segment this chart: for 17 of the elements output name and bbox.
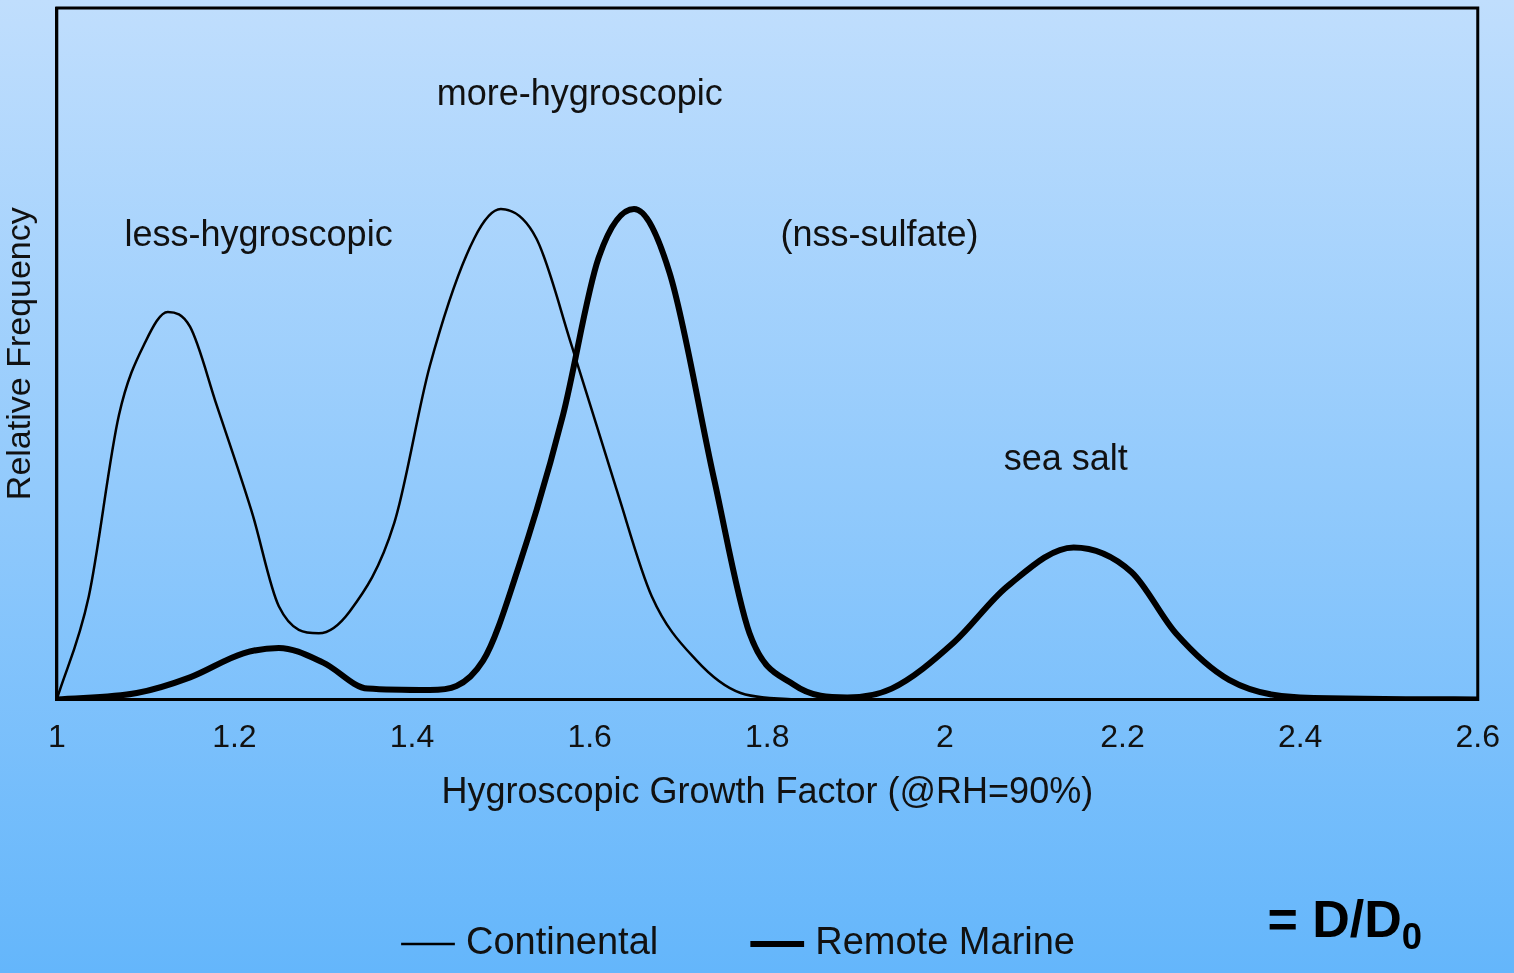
annotation: sea salt xyxy=(1003,437,1128,479)
x-tick-label: 2 xyxy=(936,718,954,755)
annotation: (nss-sulfate) xyxy=(780,213,979,255)
legend-label: Remote Marine xyxy=(815,920,1076,963)
y-axis-title: Relative Frequency xyxy=(0,207,37,501)
legend-label: Continental xyxy=(465,920,659,963)
x-axis-title: Hygroscopic Growth Factor (@RH=90%) xyxy=(441,770,1094,812)
x-tick-label: 2.4 xyxy=(1277,718,1323,755)
x-tick-label: 1.2 xyxy=(212,718,257,755)
x-tick-label: 1.6 xyxy=(567,718,612,755)
x-tick-label: 2.2 xyxy=(1100,718,1145,755)
x-tick-label: 1 xyxy=(47,718,66,755)
x-tick-label: 1.4 xyxy=(389,718,435,755)
annotation: less-hygroscopic xyxy=(124,213,393,255)
x-tick-label: 1.8 xyxy=(745,718,790,755)
text: more-hygroscopic xyxy=(436,72,723,114)
x-tick-label: 2.6 xyxy=(1455,718,1500,755)
